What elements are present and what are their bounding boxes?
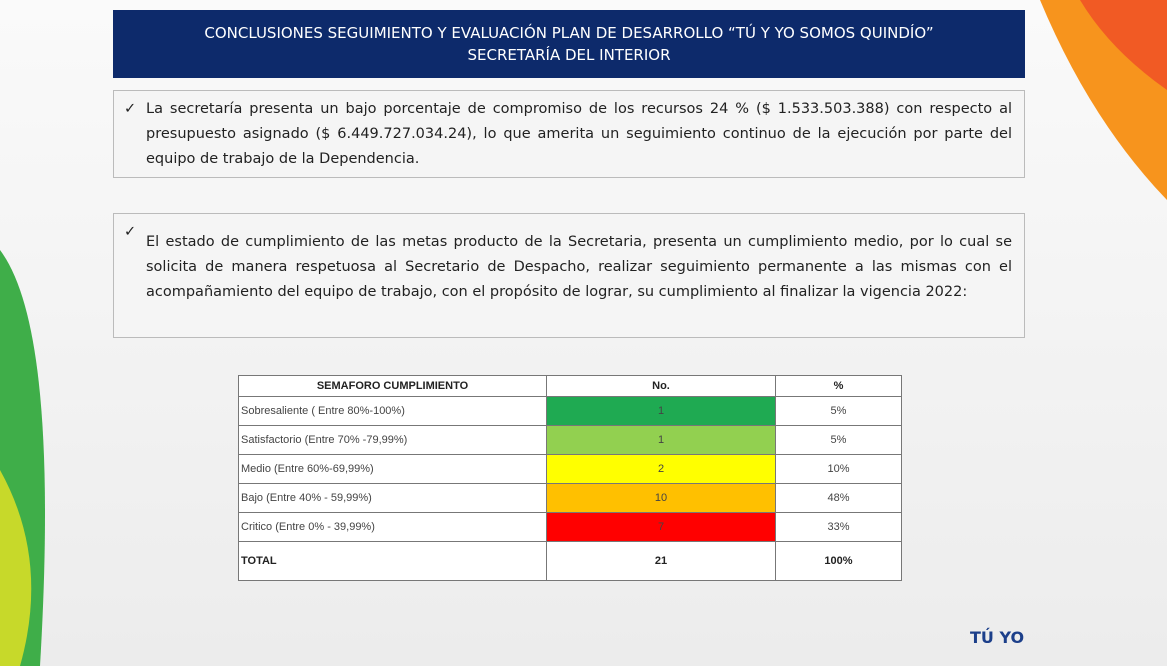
table-cell: 10% (775, 454, 902, 484)
table-cell: 10 (546, 483, 776, 513)
table-cell: Bajo (Entre 40% - 59,99%) (238, 483, 547, 513)
table-row: Sobresaliente ( Entre 80%-100%) 1 5% (238, 396, 902, 426)
table-cell: % (775, 375, 902, 397)
table-cell: Sobresaliente ( Entre 80%-100%) (238, 396, 547, 426)
table-cell: No. (546, 375, 776, 397)
table-cell: SEMAFORO CUMPLIMIENTO (238, 375, 547, 397)
logo: TÚ YO (970, 628, 1025, 647)
orange-shape-dark (1080, 0, 1167, 90)
header-title: SECRETARÍA DEL INTERIOR (467, 46, 671, 64)
paragraph: El estado de cumplimiento de las metas p… (113, 213, 1025, 338)
table-row: Critico (Entre 0% - 39,99%) 7 33% (238, 512, 902, 542)
table-row: SEMAFORO CUMPLIMIENTO No.% (238, 375, 902, 397)
paragraph: La secretaría presenta un bajo porcentaj… (113, 90, 1025, 178)
table-row: Bajo (Entre 40% - 59,99%) 10 48% (238, 483, 902, 513)
table-row: Medio (Entre 60%-69,99%) 2 10% (238, 454, 902, 484)
table-cell: Critico (Entre 0% - 39,99%) (238, 512, 547, 542)
table-cell: 48% (775, 483, 902, 513)
table-cell: 5% (775, 425, 902, 455)
table-cell: Medio (Entre 60%-69,99%) (238, 454, 547, 484)
table-cell: 21 (546, 541, 776, 581)
table-cell: 2 (546, 454, 776, 484)
table-row: Satisfactorio (Entre 70% -79,99%) 1 5% (238, 425, 902, 455)
table-cell: Satisfactorio (Entre 70% -79,99%) (238, 425, 547, 455)
table-cell: 5% (775, 396, 902, 426)
table-cell: 33% (775, 512, 902, 542)
table-cell: 1 (546, 425, 776, 455)
table-cell: 1 (546, 396, 776, 426)
lime-shape (0, 470, 32, 666)
header: CONCLUSIONES SEGUIMIENTO Y EVALUACIÓN PL… (113, 10, 1025, 78)
table-cell: TOTAL (238, 541, 547, 581)
table-row: TOTAL 21 100% (238, 541, 902, 581)
table: SEMAFORO CUMPLIMIENTO No.% Sobresaliente (… (238, 375, 902, 581)
header-title: CONCLUSIONES SEGUIMIENTO Y EVALUACIÓN PL… (204, 24, 934, 42)
table-cell: 7 (546, 512, 776, 542)
table-cell: 100% (775, 541, 902, 581)
